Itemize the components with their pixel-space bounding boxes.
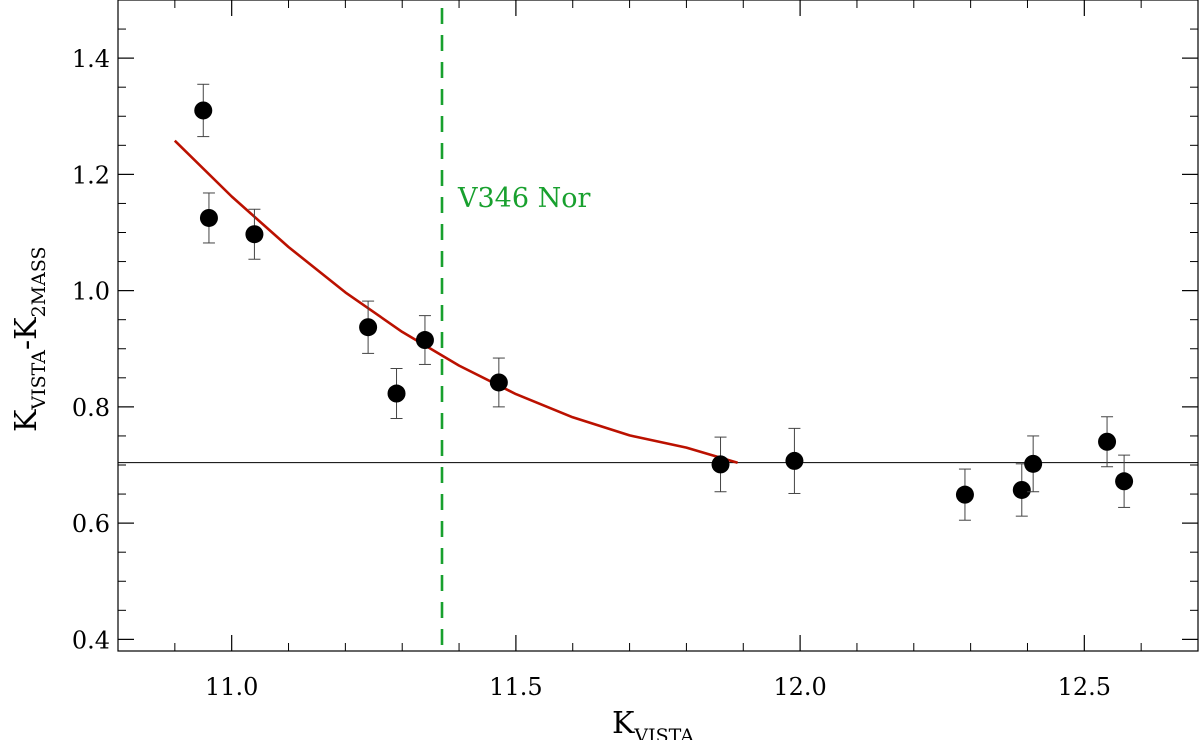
x-axis-label: KVISTA (612, 706, 694, 740)
fit-curve-layer (173, 139, 738, 464)
data-point (955, 468, 974, 521)
y-axis-label-main1: K (9, 409, 44, 432)
y-axis-label-sep: -K (9, 317, 44, 350)
data-point-marker (1012, 480, 1031, 499)
data-point-marker (415, 331, 434, 350)
y-tick-label: 0.6 (72, 510, 110, 538)
x-tick-label: 11.5 (489, 673, 542, 701)
fit-curve (173, 139, 738, 464)
data-point (359, 300, 378, 354)
x-axis-label-main: K (612, 706, 635, 740)
data-point-marker (194, 101, 213, 120)
data-point-marker (1024, 454, 1043, 473)
data-point (245, 208, 264, 260)
plot-frame (117, 0, 1199, 652)
y-tick-label: 0.8 (72, 394, 110, 422)
data-point (1024, 435, 1043, 493)
data-point (194, 83, 213, 138)
y-tick-label: 1.0 (72, 278, 110, 306)
data-point (489, 357, 508, 408)
x-tick-label: 12.5 (1058, 673, 1111, 701)
data-point-marker (245, 225, 264, 244)
data-point (1115, 454, 1134, 508)
data-point-marker (489, 373, 508, 392)
data-point (415, 315, 434, 365)
plot-frame-group (117, 0, 1199, 652)
data-point (785, 427, 804, 494)
x-tick-label: 11.0 (205, 673, 258, 701)
y-axis-label-sub1: VISTA (28, 350, 50, 411)
data-point-marker (711, 455, 730, 474)
data-point-marker (785, 451, 804, 470)
data-point-marker (955, 485, 974, 504)
data-point (711, 436, 730, 493)
data-point (1012, 463, 1031, 517)
vline-annotation: V346 Nor (457, 183, 590, 214)
x-axis-label-sub: VISTA (633, 725, 694, 740)
axis-ticks (117, 0, 1199, 651)
data-point-marker (1098, 432, 1117, 451)
tick-labels: 11.0 11.5 12.0 12.5 0.4 0.6 0.8 1.0 1.2 1.4 (72, 45, 1111, 701)
y-tick-label: 1.2 (72, 161, 110, 189)
data-points-layer (194, 83, 1134, 521)
data-point-marker (387, 384, 406, 403)
y-axis-label: KVISTA-K2MASS (9, 246, 50, 432)
data-point-marker (359, 318, 378, 337)
y-axis-label-sub2: 2MASS (28, 246, 50, 317)
data-point-marker (199, 208, 218, 227)
data-point (199, 192, 218, 244)
data-point-marker (1115, 472, 1134, 491)
x-tick-label: 12.0 (773, 673, 826, 701)
data-point (387, 368, 406, 419)
data-point (1098, 416, 1117, 468)
y-tick-label: 1.4 (72, 45, 110, 73)
y-tick-label: 0.4 (72, 626, 110, 654)
